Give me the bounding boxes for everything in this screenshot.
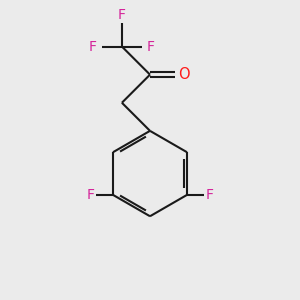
Text: F: F [147,40,155,53]
Text: F: F [89,40,97,53]
Text: F: F [86,188,94,202]
Text: F: F [118,8,126,22]
Text: F: F [206,188,214,202]
Text: O: O [178,67,190,82]
